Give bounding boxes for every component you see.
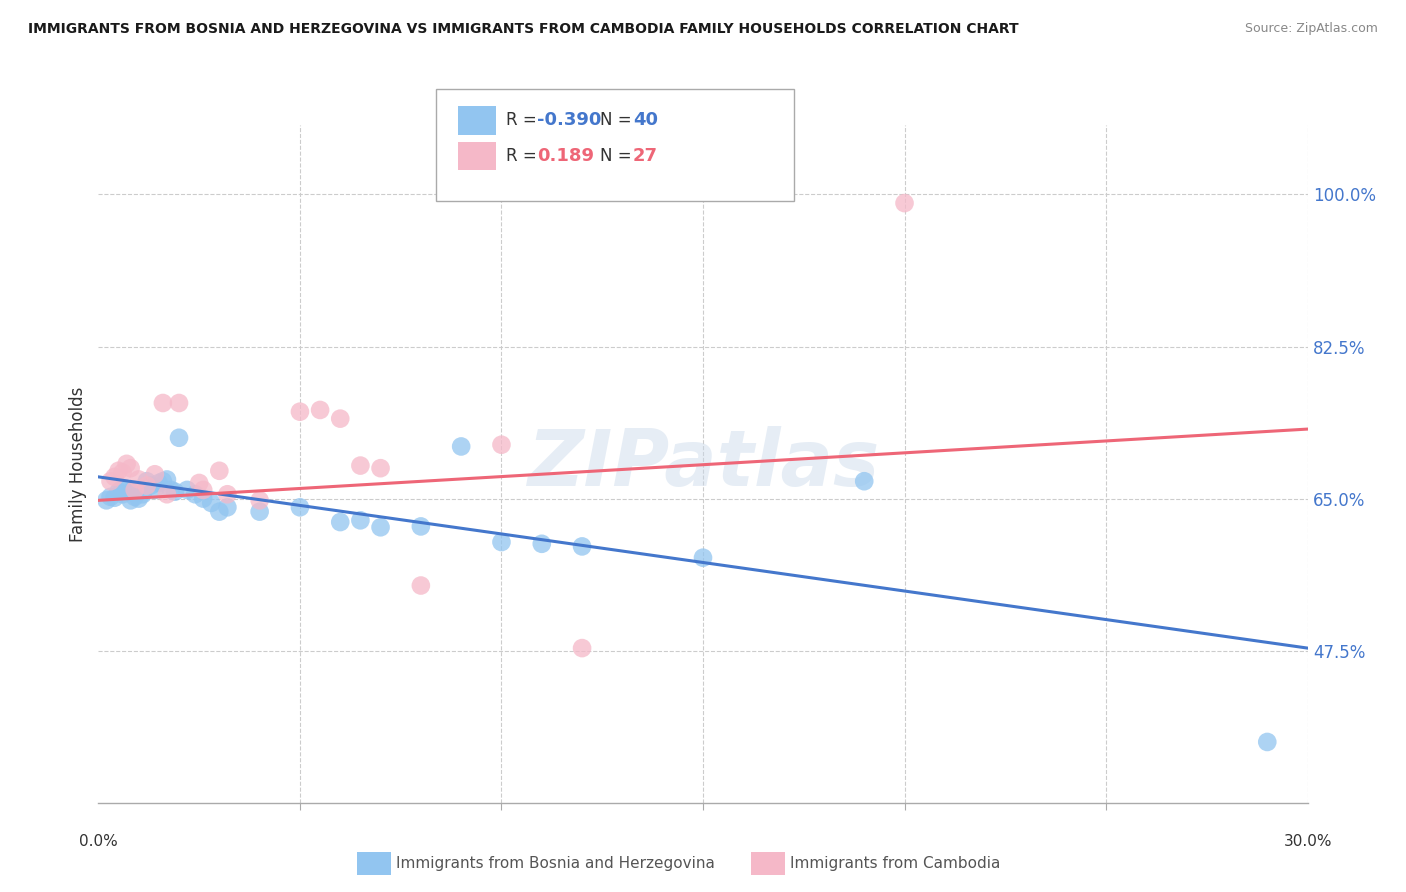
- Point: [491, 438, 513, 452]
- Point: [115, 483, 138, 497]
- Point: [200, 496, 222, 510]
- Point: [120, 461, 142, 475]
- Point: [167, 431, 190, 445]
- Point: [309, 403, 332, 417]
- Point: [176, 483, 198, 497]
- Point: [100, 474, 122, 488]
- Point: [124, 483, 146, 497]
- Text: IMMIGRANTS FROM BOSNIA AND HERZEGOVINA VS IMMIGRANTS FROM CAMBODIA FAMILY HOUSEH: IMMIGRANTS FROM BOSNIA AND HERZEGOVINA V…: [28, 22, 1019, 37]
- Point: [409, 578, 432, 592]
- Point: [115, 457, 138, 471]
- Point: [1256, 735, 1278, 749]
- Point: [120, 493, 142, 508]
- Point: [288, 405, 311, 419]
- Y-axis label: Family Households: Family Households: [69, 386, 87, 541]
- Point: [148, 475, 170, 490]
- Point: [160, 483, 183, 497]
- Point: [188, 475, 211, 490]
- Point: [167, 396, 190, 410]
- Point: [111, 487, 134, 501]
- Point: [853, 474, 876, 488]
- Point: [103, 470, 125, 484]
- Point: [530, 537, 553, 551]
- Text: 27: 27: [633, 147, 658, 165]
- Point: [128, 491, 150, 506]
- Point: [120, 484, 142, 499]
- Point: [217, 487, 239, 501]
- Point: [107, 464, 129, 478]
- Point: [450, 440, 472, 454]
- Point: [349, 458, 371, 473]
- Text: -0.390: -0.390: [537, 112, 602, 129]
- Point: [288, 500, 311, 515]
- Point: [163, 484, 186, 499]
- Point: [143, 483, 166, 497]
- Point: [135, 474, 157, 488]
- Point: [217, 500, 239, 515]
- Text: R =: R =: [506, 147, 547, 165]
- Point: [124, 490, 146, 504]
- Text: Immigrants from Bosnia and Herzegovina: Immigrants from Bosnia and Herzegovina: [396, 856, 716, 871]
- Point: [193, 483, 215, 497]
- Point: [156, 487, 179, 501]
- Point: [249, 505, 271, 519]
- Point: [184, 487, 207, 501]
- Point: [111, 466, 134, 480]
- Point: [329, 515, 352, 529]
- Point: [135, 478, 157, 492]
- Point: [349, 513, 371, 527]
- Point: [208, 505, 231, 519]
- Point: [152, 396, 174, 410]
- Point: [491, 535, 513, 549]
- Point: [571, 540, 593, 554]
- Point: [329, 411, 352, 425]
- Point: [571, 641, 593, 656]
- Text: 30.0%: 30.0%: [1284, 834, 1331, 849]
- Point: [193, 491, 215, 506]
- Point: [100, 490, 122, 504]
- Text: 0.0%: 0.0%: [79, 834, 118, 849]
- Text: R =: R =: [506, 112, 543, 129]
- Point: [152, 474, 174, 488]
- Point: [103, 491, 125, 505]
- Point: [893, 196, 915, 211]
- Text: N =: N =: [600, 112, 637, 129]
- Point: [143, 467, 166, 482]
- Text: 0.189: 0.189: [537, 147, 595, 165]
- Text: 40: 40: [633, 112, 658, 129]
- Point: [249, 493, 271, 508]
- Point: [692, 550, 714, 565]
- Point: [107, 484, 129, 499]
- Text: Source: ZipAtlas.com: Source: ZipAtlas.com: [1244, 22, 1378, 36]
- Point: [156, 473, 179, 487]
- Text: Immigrants from Cambodia: Immigrants from Cambodia: [790, 856, 1001, 871]
- Point: [132, 487, 155, 501]
- Point: [409, 519, 432, 533]
- Point: [96, 493, 118, 508]
- Point: [208, 464, 231, 478]
- Point: [139, 478, 162, 492]
- Text: ZIPatlas: ZIPatlas: [527, 425, 879, 502]
- Point: [370, 461, 392, 475]
- Point: [370, 520, 392, 534]
- Point: [128, 473, 150, 487]
- Text: N =: N =: [600, 147, 637, 165]
- Point: [111, 481, 134, 495]
